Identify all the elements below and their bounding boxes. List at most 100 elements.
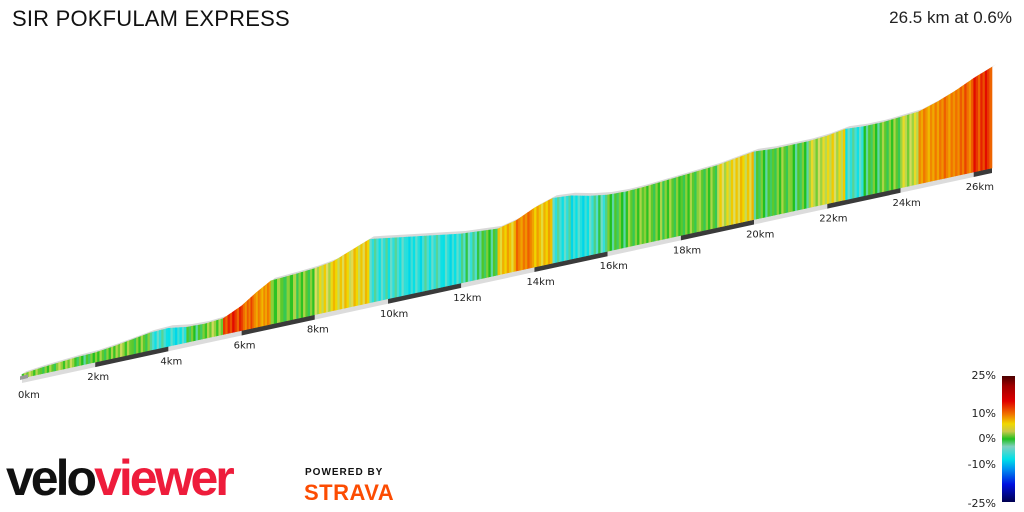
legend-tick-label: 10% — [971, 407, 996, 420]
gradient-segment — [662, 180, 666, 240]
distance-scale-segment — [754, 203, 828, 225]
gradient-segment — [337, 256, 341, 311]
x-tick-label: 10km — [380, 309, 408, 320]
x-tick-label: 6km — [234, 340, 256, 351]
gradient-segment — [62, 360, 66, 370]
gradient-segment — [433, 235, 437, 290]
gradient-segment — [621, 191, 624, 249]
gradient-segment — [625, 190, 629, 248]
distance-scale-segment — [680, 219, 755, 241]
legend-tick-label: 0% — [978, 432, 996, 445]
gradient-segment — [566, 195, 570, 261]
gradient-segment — [355, 245, 359, 307]
gradient-segment — [520, 215, 524, 271]
gradient-segment — [863, 125, 867, 197]
gradient-segment — [692, 171, 695, 234]
gradient-segment — [374, 238, 377, 303]
gradient-segment — [161, 329, 165, 349]
distance-scale-segment — [973, 168, 992, 177]
distance-scale-segment — [22, 362, 96, 383]
gradient-segment — [591, 195, 595, 256]
gradient-segment — [861, 126, 865, 197]
gradient-segment — [51, 363, 55, 372]
distance-scale-segment — [241, 314, 315, 336]
gradient-segment — [705, 167, 709, 231]
gradient-segment — [346, 251, 350, 309]
gradient-segment — [678, 175, 682, 237]
gradient-segment — [35, 368, 39, 376]
gradient-segment — [78, 355, 82, 366]
gradient-segment — [627, 190, 631, 248]
gradient-segment — [289, 274, 294, 321]
gradient-segment — [822, 136, 826, 206]
gradient-segment — [939, 98, 942, 180]
gradient-segment — [918, 110, 922, 185]
gradient-segment — [666, 179, 670, 239]
x-tick-label: 4km — [160, 356, 182, 367]
gradient-segment — [186, 326, 190, 343]
gradient-segment — [174, 327, 178, 346]
gradient-segment — [145, 333, 149, 352]
gradient-segment — [341, 254, 345, 310]
gradient-segment — [573, 195, 576, 260]
gradient-segment — [744, 153, 748, 222]
gradient-segment — [44, 365, 48, 374]
gradient-segment — [152, 331, 155, 351]
gradient-segment — [40, 367, 43, 375]
gradient-segment — [838, 130, 842, 202]
gradient-segment — [730, 159, 734, 225]
gradient-segment — [204, 322, 208, 339]
gradient-segment — [721, 162, 725, 227]
gradient-segment — [305, 270, 309, 317]
gradient-segment — [232, 310, 236, 333]
gradient-segment — [543, 201, 547, 266]
gradient-segment — [820, 136, 824, 206]
gradient-segment — [559, 196, 563, 262]
gradient-segment — [406, 236, 409, 296]
gradient-segment — [904, 114, 908, 188]
gradient-segment — [577, 195, 581, 259]
legend-tick-label: -25% — [967, 497, 996, 510]
gradient-segment — [637, 187, 640, 246]
gradient-segment — [156, 330, 160, 350]
gradient-segment — [309, 268, 313, 316]
gradient-segment — [609, 193, 613, 252]
gradient-segment — [751, 151, 755, 221]
gradient-segment — [593, 195, 597, 255]
gradient-segment — [195, 324, 199, 341]
distance-scale-segment — [607, 235, 681, 257]
gradient-segment — [634, 188, 638, 246]
gradient-segment — [975, 75, 979, 172]
gradient-segment — [357, 244, 361, 306]
gradient-segment — [769, 148, 773, 217]
gradient-segment — [300, 271, 304, 318]
gradient-segment — [69, 358, 73, 368]
gradient-segment — [85, 354, 89, 365]
gradient-segment — [440, 234, 444, 288]
gradient-segment — [845, 128, 849, 201]
gradient-segment — [648, 184, 652, 243]
gradient-segment — [639, 187, 643, 245]
gradient-segment — [968, 79, 972, 174]
gradient-segment — [740, 155, 743, 223]
gradient-segment — [561, 196, 565, 262]
gradient-segment — [698, 169, 702, 232]
elevation-profile-chart: 0km 2km 4km 6km 8km 10km 12km 14km 16km 18km 20km 2… — [18, 64, 996, 401]
gradient-segment — [481, 230, 485, 279]
gradient-segment — [856, 126, 860, 198]
gradient-segment — [447, 234, 451, 287]
gradient-segment — [527, 210, 531, 269]
gradient-segment — [762, 149, 766, 218]
gradient-segment — [364, 240, 368, 305]
veloviewer-logo[interactable]: veloviewer — [6, 450, 235, 506]
gradient-segment — [728, 159, 732, 226]
gradient-segment — [328, 262, 332, 313]
gradient-segment — [703, 168, 707, 231]
gradient-segment — [197, 324, 201, 341]
gradient-segment — [113, 345, 117, 359]
gradient-segment — [94, 351, 98, 363]
gradient-segment — [502, 225, 506, 275]
strava-logo[interactable]: STRAVA — [304, 480, 395, 505]
gradient-segment — [131, 338, 135, 355]
gradient-segment — [88, 353, 91, 365]
